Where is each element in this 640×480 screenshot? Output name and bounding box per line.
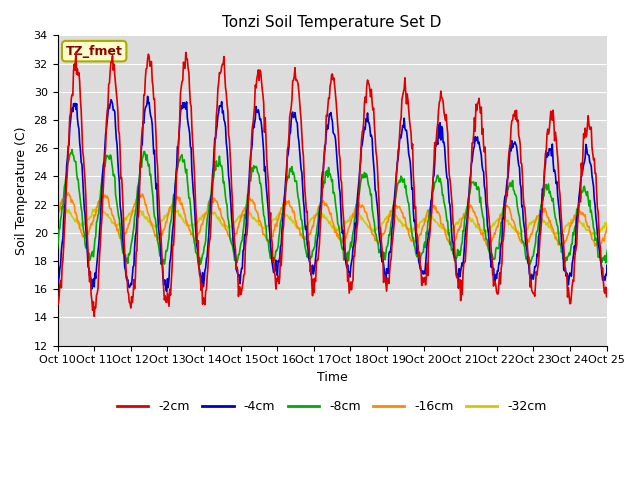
Legend: -2cm, -4cm, -8cm, -16cm, -32cm: -2cm, -4cm, -8cm, -16cm, -32cm xyxy=(112,396,552,418)
Text: TZ_fmet: TZ_fmet xyxy=(66,45,123,58)
Title: Tonzi Soil Temperature Set D: Tonzi Soil Temperature Set D xyxy=(222,15,442,30)
X-axis label: Time: Time xyxy=(317,371,348,384)
Y-axis label: Soil Temperature (C): Soil Temperature (C) xyxy=(15,126,28,255)
